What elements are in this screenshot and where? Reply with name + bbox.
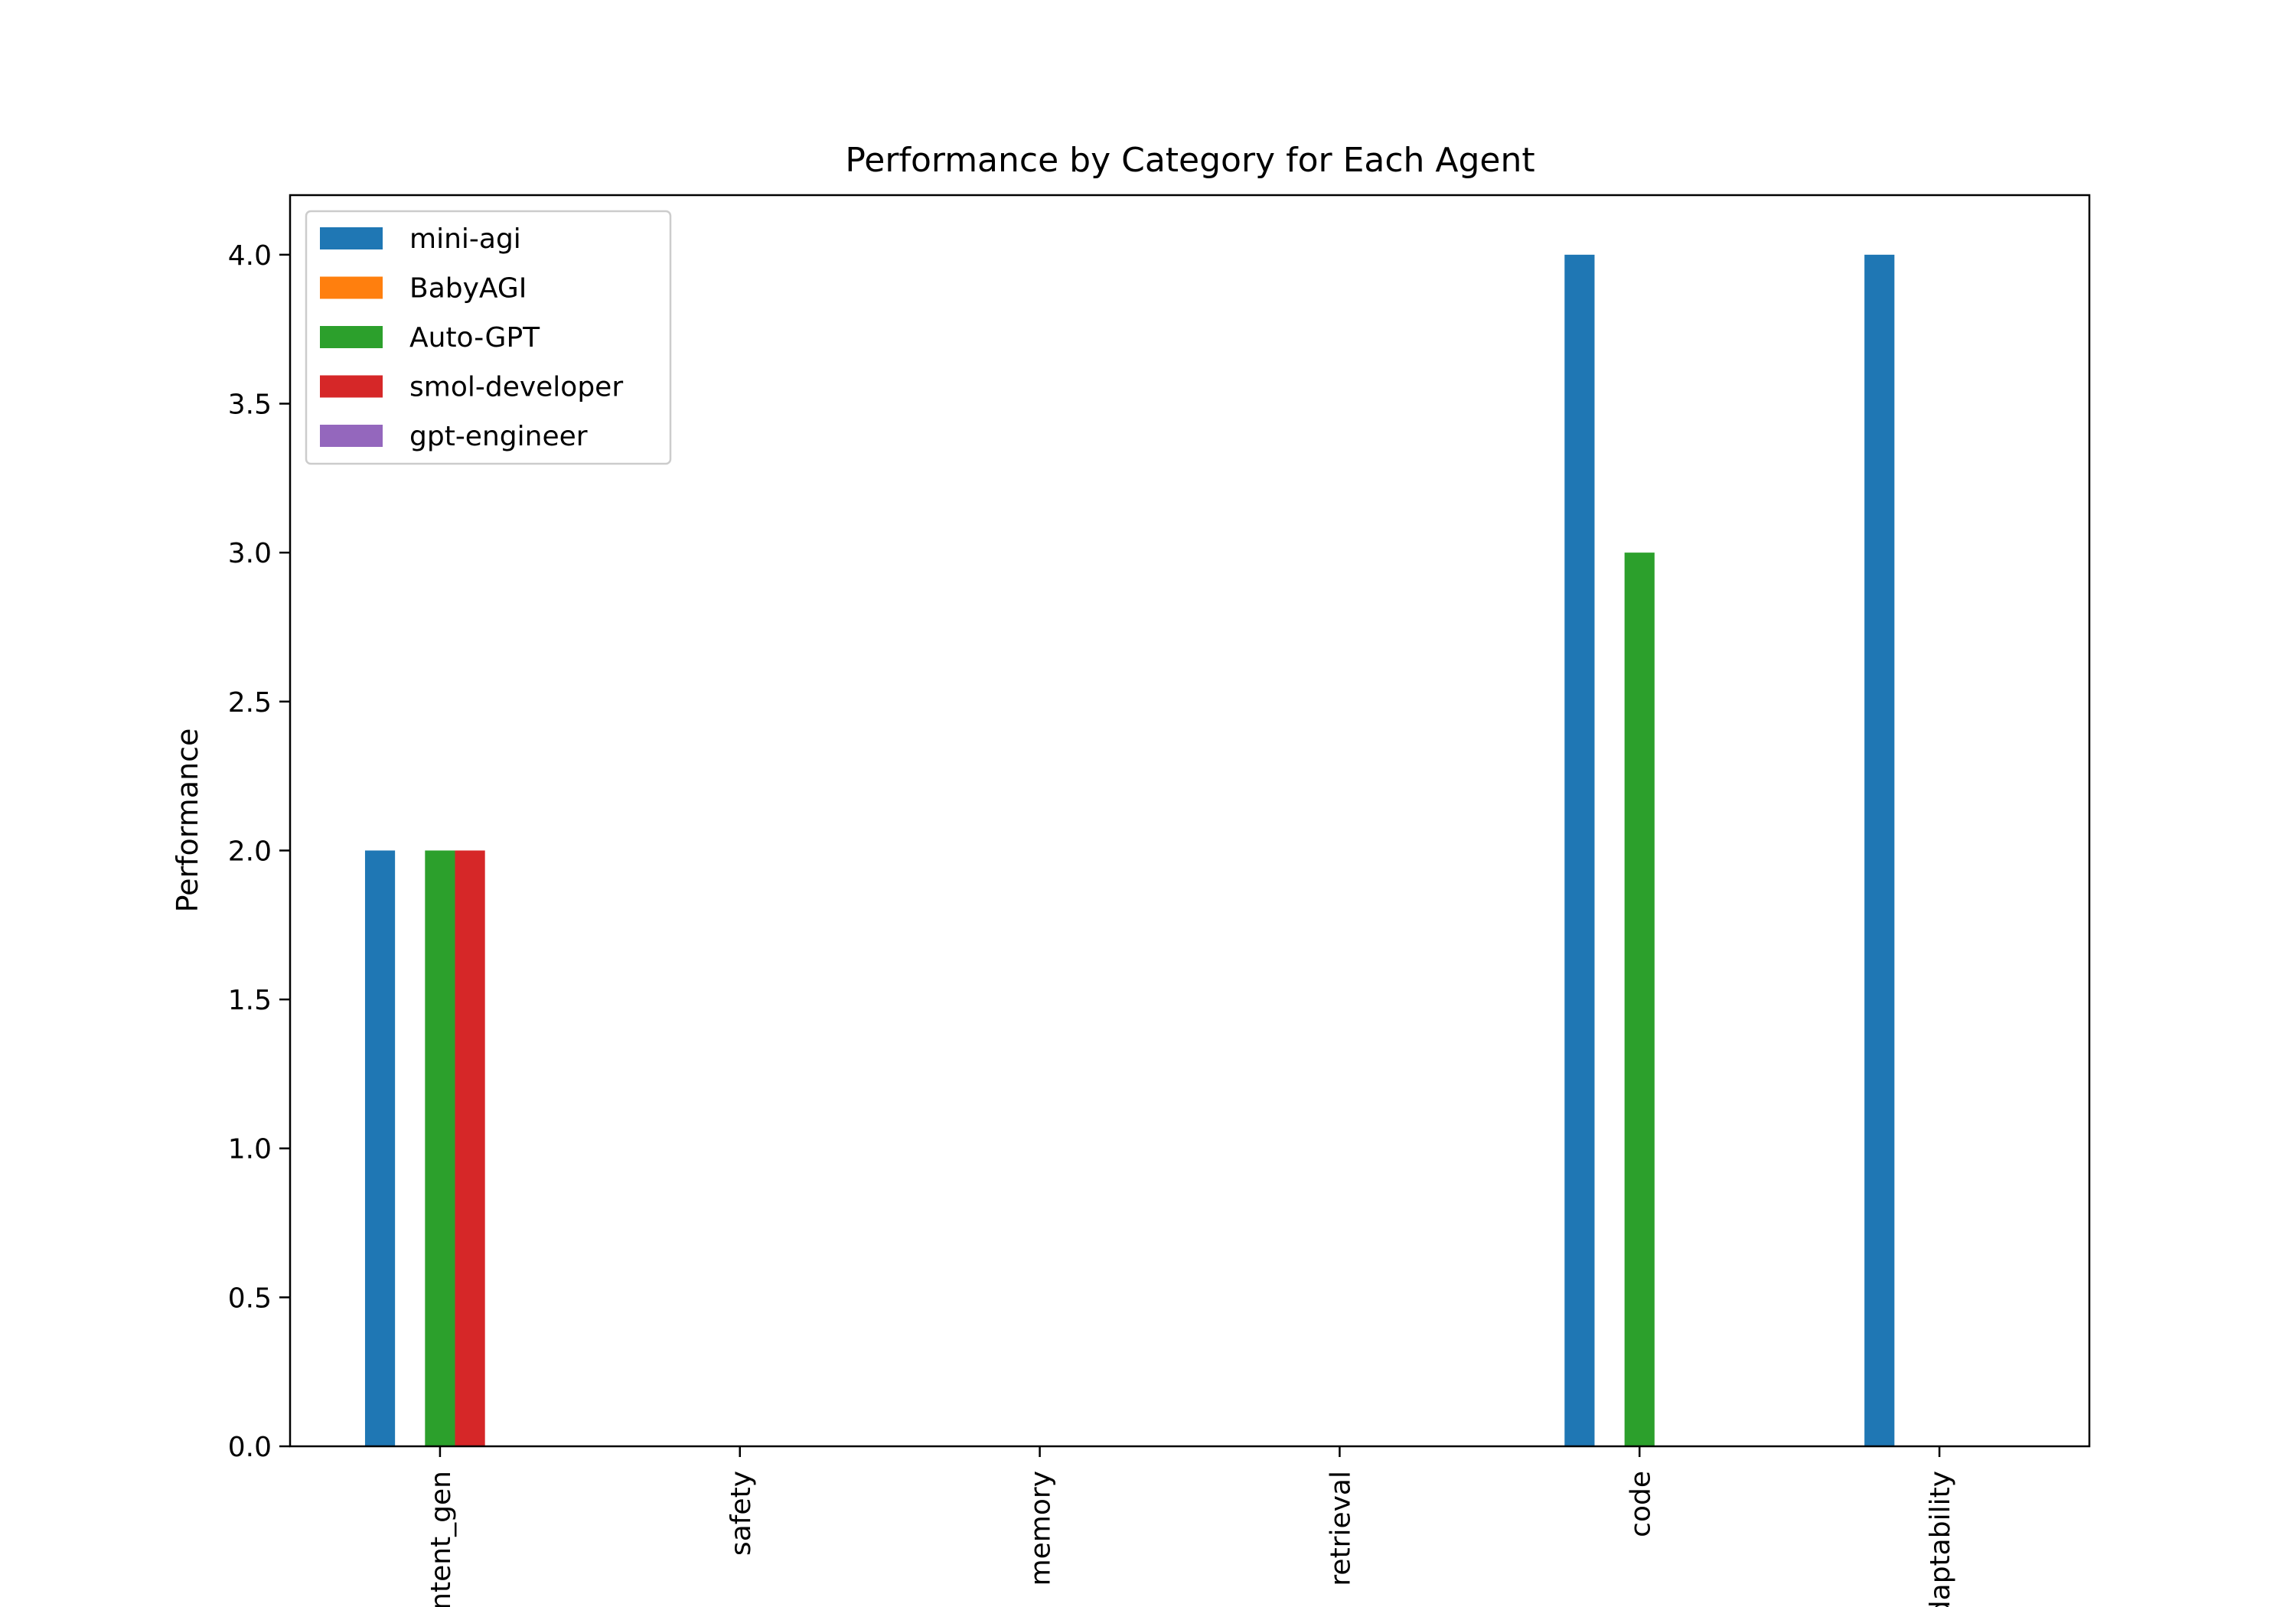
y-axis-label: Performance [171,729,204,913]
legend: mini-agi BabyAGI Auto-GPT smol-developer gpt… [305,210,672,465]
x-tick-label: adaptability [1925,1471,1956,1607]
y-tick-label: 1.0 [228,1134,272,1165]
x-tick-label: safety [726,1471,757,1556]
bar-mini-agi-code [1564,254,1595,1446]
x-tick-label: code [1625,1471,1656,1537]
bars-group [364,254,1895,1447]
bar-Auto-GPT-code [1624,553,1655,1447]
legend-label: mini-agi [409,223,521,255]
legend-swatch [320,276,383,299]
legend-swatch [320,375,383,398]
axes-frame [289,194,2091,1448]
legend-label: Auto-GPT [409,322,540,354]
legend-box [305,210,672,465]
y-tick-label: 0.5 [228,1283,272,1314]
bar-Auto-GPT-content_gen [425,850,455,1446]
y-tick-label: 3.0 [228,538,272,569]
legend-label: gpt-engineer [409,421,588,452]
y-axis: 0.0 0.5 1.0 1.5 2.0 2.5 3.0 3.5 4.0 [228,240,290,1463]
bar-mini-agi-adaptability [1864,254,1895,1446]
x-axis: content_gen safety memory retrieval code adap… [426,1446,1956,1607]
y-tick-label: 4.0 [228,240,272,272]
y-tick-label: 3.5 [228,390,272,421]
legend-swatch [320,425,383,447]
x-tick-label: content_gen [426,1471,457,1607]
bar-mini-agi-content_gen [364,850,396,1446]
legend-label: smol-developer [409,372,623,403]
y-tick-label: 2.5 [228,687,272,719]
y-tick-label: 1.5 [228,985,272,1016]
bar-smol-developer-content_gen [455,850,485,1446]
chart-title: Performance by Category for Each Agent [845,141,1534,180]
y-tick-label: 2.0 [228,836,272,867]
y-tick-label: 0.0 [228,1432,272,1463]
legend-swatch [320,326,383,348]
legend-label: BabyAGI [409,273,527,305]
x-tick-label: retrieval [1325,1471,1356,1586]
x-tick-label: memory [1026,1471,1057,1586]
legend-swatch [320,227,383,249]
